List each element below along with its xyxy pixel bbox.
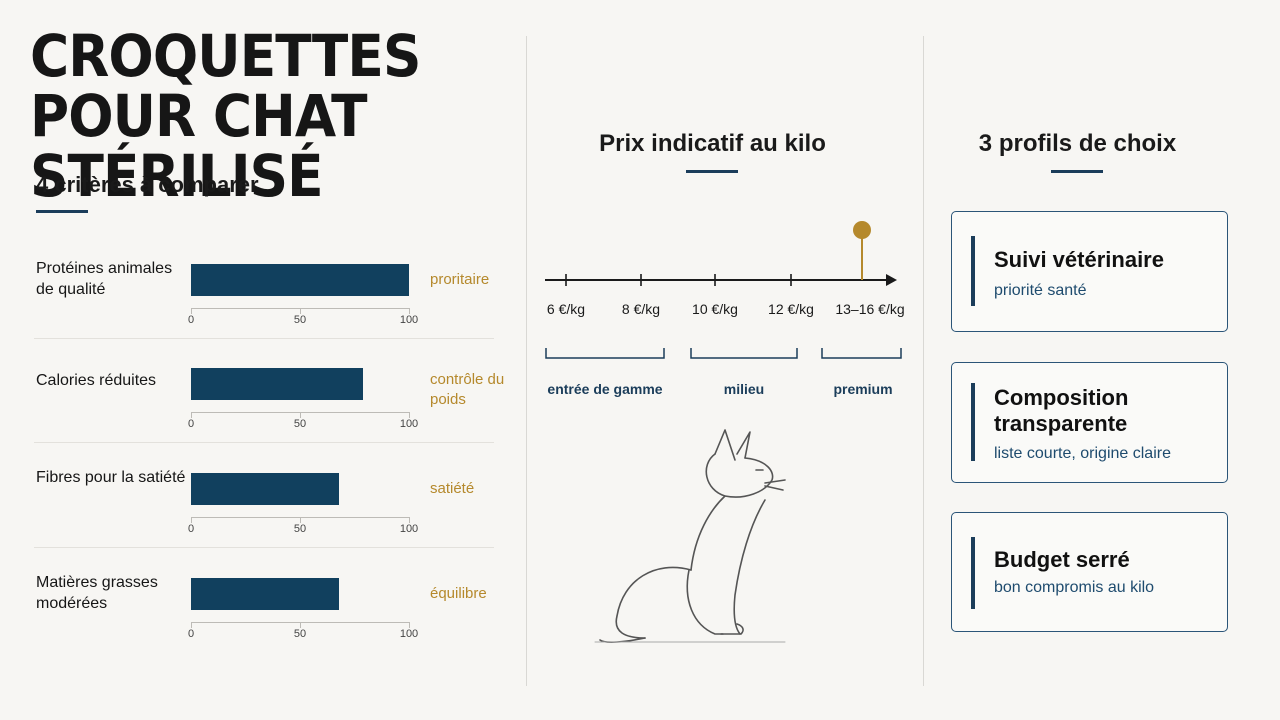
axis-tick-label: 100 [399, 418, 419, 430]
price-tick-label: 10 €/kg [692, 301, 738, 317]
profile-card-title: Suivi vétérinaire [994, 247, 1164, 272]
axis-tick [409, 308, 410, 314]
criterion-row: Matières grasses modérées 0 50 100 équilibre [34, 560, 494, 660]
cat-illustration [594, 429, 786, 643]
axis-tick-label: 100 [399, 523, 419, 535]
axis-tick-label: 0 [187, 418, 195, 430]
axis-tick-label: 0 [187, 523, 195, 535]
axis-tick-label: 0 [187, 314, 195, 326]
criterion-label: Matières grasses modérées [36, 574, 158, 612]
criteria-heading: 4 critères à comparer [36, 172, 259, 197]
axis-tick [300, 412, 301, 418]
criterion-label: Fibres pour la satiété [36, 469, 186, 486]
profile-card-title: Budget serré [994, 547, 1130, 572]
criterion-note: proritaire [430, 271, 490, 288]
axis-tick-label: 50 [293, 628, 307, 640]
profile-card-subtitle: bon compromis au kilo [994, 579, 1155, 596]
criterion-separator [34, 547, 494, 548]
profile-card-vet: Suivi vétérinaire priorité santé [951, 211, 1228, 332]
axis-tick-label: 50 [293, 418, 307, 430]
price-highlight-marker [853, 221, 871, 239]
criterion-bar [191, 473, 340, 505]
price-tick-label: 12 €/kg [768, 301, 814, 317]
criterion-note: équilibre [430, 585, 487, 602]
price-tick-label: 6 €/kg [546, 301, 586, 317]
price-range-label: milieu [723, 381, 765, 397]
price-heading-underline [686, 170, 738, 173]
criterion-row: Fibres pour la satiété 0 50 100 satiété [34, 455, 494, 555]
profile-card-accent-bar [971, 236, 975, 306]
axis-tick-label: 0 [187, 628, 195, 640]
axis-tick [191, 308, 192, 314]
panel-divider-right [923, 36, 924, 686]
axis-tick [300, 517, 301, 523]
axis-tick [191, 412, 192, 418]
price-range-bracket [690, 348, 798, 359]
criterion-bar [191, 578, 340, 610]
axis-tick [191, 622, 192, 628]
criterion-label: Calories réduites [36, 372, 157, 389]
price-range-label: entrée de gamme [547, 381, 663, 397]
profile-card-composition: Composition transparente liste courte, o… [951, 362, 1228, 483]
profiles-heading: 3 profils de choix [978, 130, 1177, 157]
price-axis-arrow [886, 274, 897, 286]
axis-tick-label: 100 [399, 628, 419, 640]
criterion-row: Calories réduites 0 50 100 contrôle du poids [34, 350, 504, 450]
profiles-heading-underline [1051, 170, 1103, 173]
axis-tick [300, 622, 301, 628]
profile-card-budget: Budget serré bon compromis au kilo [951, 512, 1228, 632]
axis-tick-label: 100 [399, 314, 419, 326]
axis-tick [409, 412, 410, 418]
axis-tick [191, 517, 192, 523]
axis-tick [409, 517, 410, 523]
price-heading: Prix indicatif au kilo [599, 130, 826, 157]
profile-card-subtitle: liste courte, origine claire [994, 445, 1171, 462]
profile-card-subtitle: priorité santé [994, 282, 1087, 299]
criterion-note: satiété [430, 480, 475, 497]
criterion-separator [34, 338, 494, 339]
criterion-row: Protéines animales de qualité 0 50 100 prori… [34, 246, 494, 346]
price-range-bracket [821, 348, 902, 359]
axis-tick-label: 50 [293, 523, 307, 535]
page-title: CROQUETTES POUR CHAT STÉRILISÉ [30, 22, 421, 210]
axis-tick [409, 622, 410, 628]
criteria-heading-underline [36, 210, 88, 213]
criterion-separator [34, 442, 494, 443]
criterion-bar [191, 368, 364, 400]
axis-tick [300, 308, 301, 314]
price-range-bracket [545, 348, 665, 359]
axis-tick-label: 50 [293, 314, 307, 326]
price-tick-label: 8 €/kg [621, 301, 661, 317]
profile-card-title: Composition transparente [994, 385, 1129, 436]
criterion-note: contrôle du poids [430, 371, 505, 408]
price-range-label: premium [833, 381, 893, 397]
price-tick-label: 13–16 €/kg [835, 301, 905, 317]
criterion-label: Protéines animales de qualité [36, 260, 173, 298]
panel-divider-left [526, 36, 527, 686]
criterion-bar [191, 264, 409, 296]
profile-card-accent-bar [971, 383, 975, 461]
profile-card-accent-bar [971, 537, 975, 609]
